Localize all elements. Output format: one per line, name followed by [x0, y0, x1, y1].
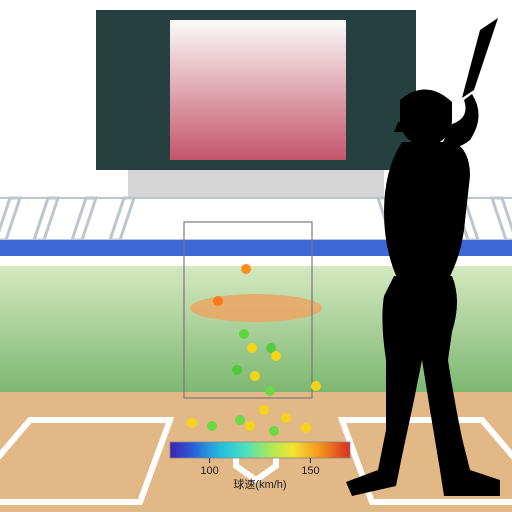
pitch-marker: [311, 381, 321, 391]
legend-tick-label: 100: [200, 465, 218, 477]
pitch-marker: [247, 343, 257, 353]
pitch-marker: [241, 264, 251, 274]
pitch-marker: [235, 415, 245, 425]
pitch-marker: [269, 426, 279, 436]
pitch-marker: [245, 421, 255, 431]
pitch-marker: [259, 405, 269, 415]
legend-tick-label: 150: [301, 465, 319, 477]
pitch-marker: [301, 423, 311, 433]
pitch-marker: [265, 386, 275, 396]
pitch-marker: [187, 418, 197, 428]
pitch-marker: [232, 365, 242, 375]
pitch-marker: [213, 296, 223, 306]
pitch-marker: [250, 371, 260, 381]
pitch-location-chart: 100 150 球速(km/h): [0, 0, 512, 512]
pitch-marker: [271, 351, 281, 361]
pitch-marker: [239, 329, 249, 339]
legend-title: 球速(km/h): [233, 477, 286, 491]
pitch-marker: [207, 421, 217, 431]
pitch-marker: [281, 413, 291, 423]
